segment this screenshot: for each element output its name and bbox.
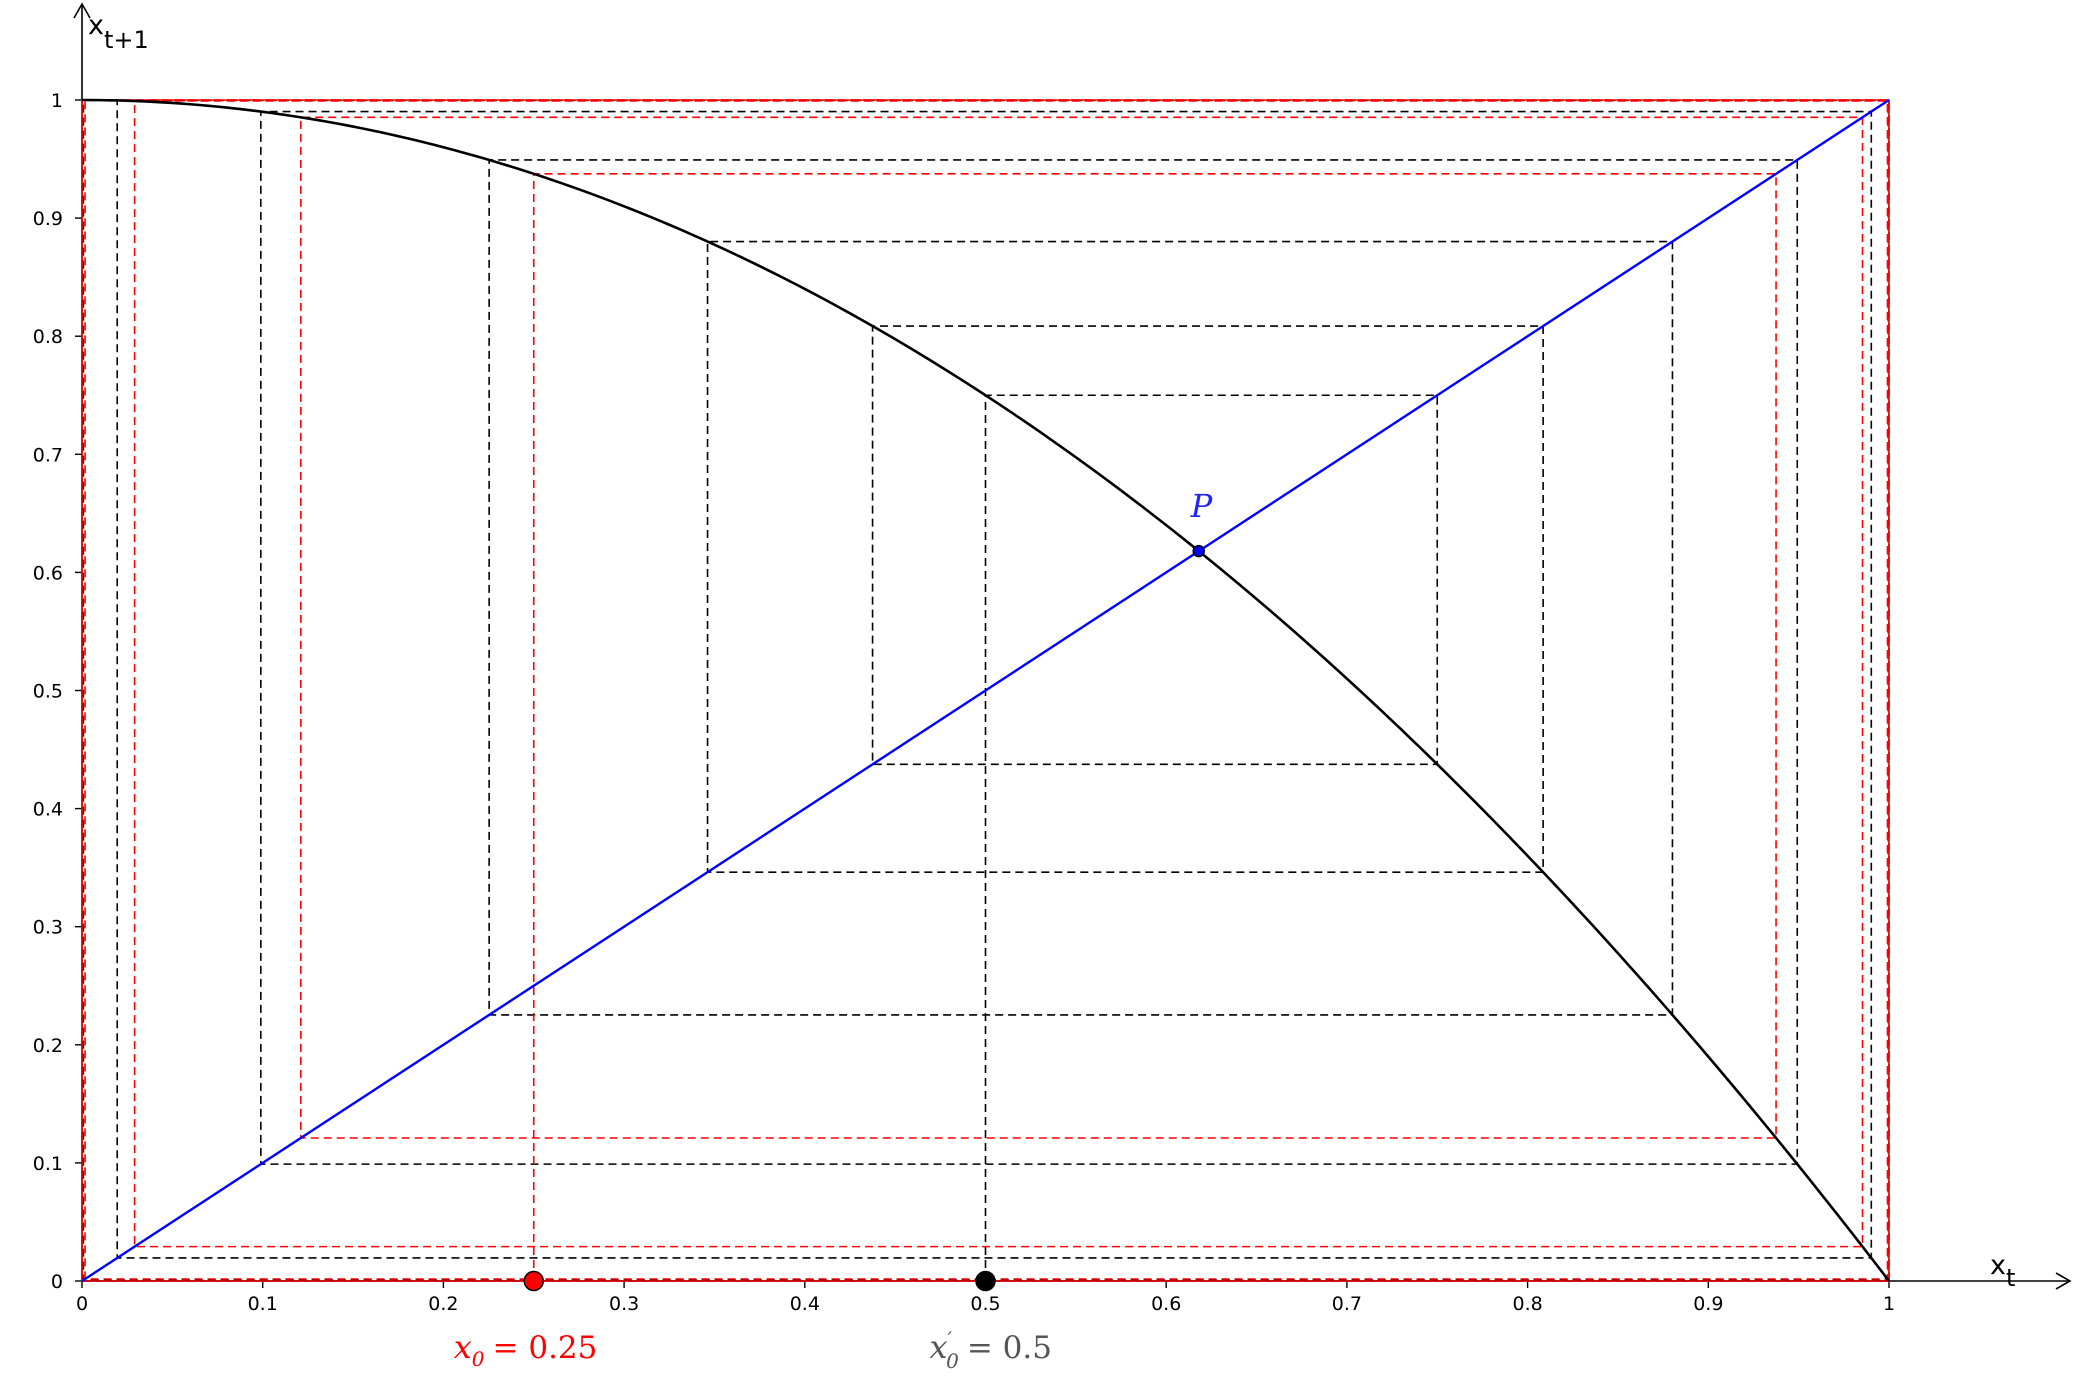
x-tick-label: 0.2 xyxy=(428,1293,458,1315)
fixed-point-P xyxy=(1192,544,1205,558)
y-ticks: 0 0.1 0.2 0.3 0.4 0.5 0.6 0.7 0.8 0.9 1 xyxy=(33,90,82,1293)
y-tick-label: 1 xyxy=(51,90,63,112)
point-P-label: P xyxy=(1190,487,1213,525)
y-axis-title: xt+1 xyxy=(88,10,149,54)
x-tick-label: 0 xyxy=(76,1293,88,1315)
y-tick-label: 0.9 xyxy=(33,208,63,230)
x-axis-title: xt xyxy=(1990,1250,2015,1292)
x0-red-sub: 0 xyxy=(472,1347,485,1371)
x-axis-arrow xyxy=(2055,1272,2072,1290)
x-tick-label: 0.5 xyxy=(970,1293,1000,1315)
x0-black-prime: ′ xyxy=(948,1327,953,1351)
y-tick-label: 0.1 xyxy=(33,1153,63,1175)
x0-black-base: x xyxy=(930,1328,948,1366)
y-tick-label: 0 xyxy=(51,1271,63,1293)
x-tick-label: 0.7 xyxy=(1332,1293,1362,1315)
y-tick-label: 0.6 xyxy=(33,562,63,584)
x0-black-sub: 0 xyxy=(946,1349,959,1373)
y-tick-label: 0.8 xyxy=(33,326,63,348)
axes xyxy=(73,2,2072,1290)
y-axis-title-base: x xyxy=(88,10,104,41)
y-tick-label: 0.7 xyxy=(33,444,63,466)
cobweb-series-black xyxy=(82,99,1890,1282)
y-tick-label: 0.4 xyxy=(33,799,63,821)
x-ticks: 0 0.1 0.2 0.3 0.4 0.5 0.6 0.7 0.8 0.9 1 xyxy=(76,1281,1895,1315)
x-tick-label: 0.3 xyxy=(609,1293,639,1315)
x0-black-label: x′ 0 = 0.5 xyxy=(930,1327,1052,1373)
x-axis-title-base: x xyxy=(1990,1250,2006,1281)
x0-black-value: = 0.5 xyxy=(967,1330,1052,1366)
y-tick-label: 0.5 xyxy=(33,681,63,703)
x-tick-label: 0.6 xyxy=(1151,1293,1181,1315)
x0-red-point xyxy=(523,1270,544,1292)
x0-red-value: = 0.25 xyxy=(493,1330,598,1366)
x0-black-point xyxy=(975,1270,996,1292)
y-tick-label: 0.2 xyxy=(33,1035,63,1057)
x-tick-label: 0.4 xyxy=(790,1293,820,1315)
x0-red-base: x xyxy=(454,1328,472,1366)
x-tick-label: 0.8 xyxy=(1512,1293,1542,1315)
y-axis-arrow xyxy=(73,2,91,19)
x-tick-label: 1 xyxy=(1883,1293,1895,1315)
series-layer xyxy=(81,98,1891,1283)
x-tick-label: 0.1 xyxy=(248,1293,278,1315)
map-curve xyxy=(81,98,1891,1282)
x-tick-label: 0.9 xyxy=(1693,1293,1723,1315)
x-axis-title-sub: t xyxy=(2006,1264,2015,1292)
y-tick-label: 0.3 xyxy=(33,917,63,939)
x0-red-label: x0 = 0.25 xyxy=(454,1328,598,1371)
points-layer xyxy=(523,544,1205,1292)
identity-line xyxy=(81,98,1890,1283)
y-axis-title-sub: t+1 xyxy=(104,26,149,54)
